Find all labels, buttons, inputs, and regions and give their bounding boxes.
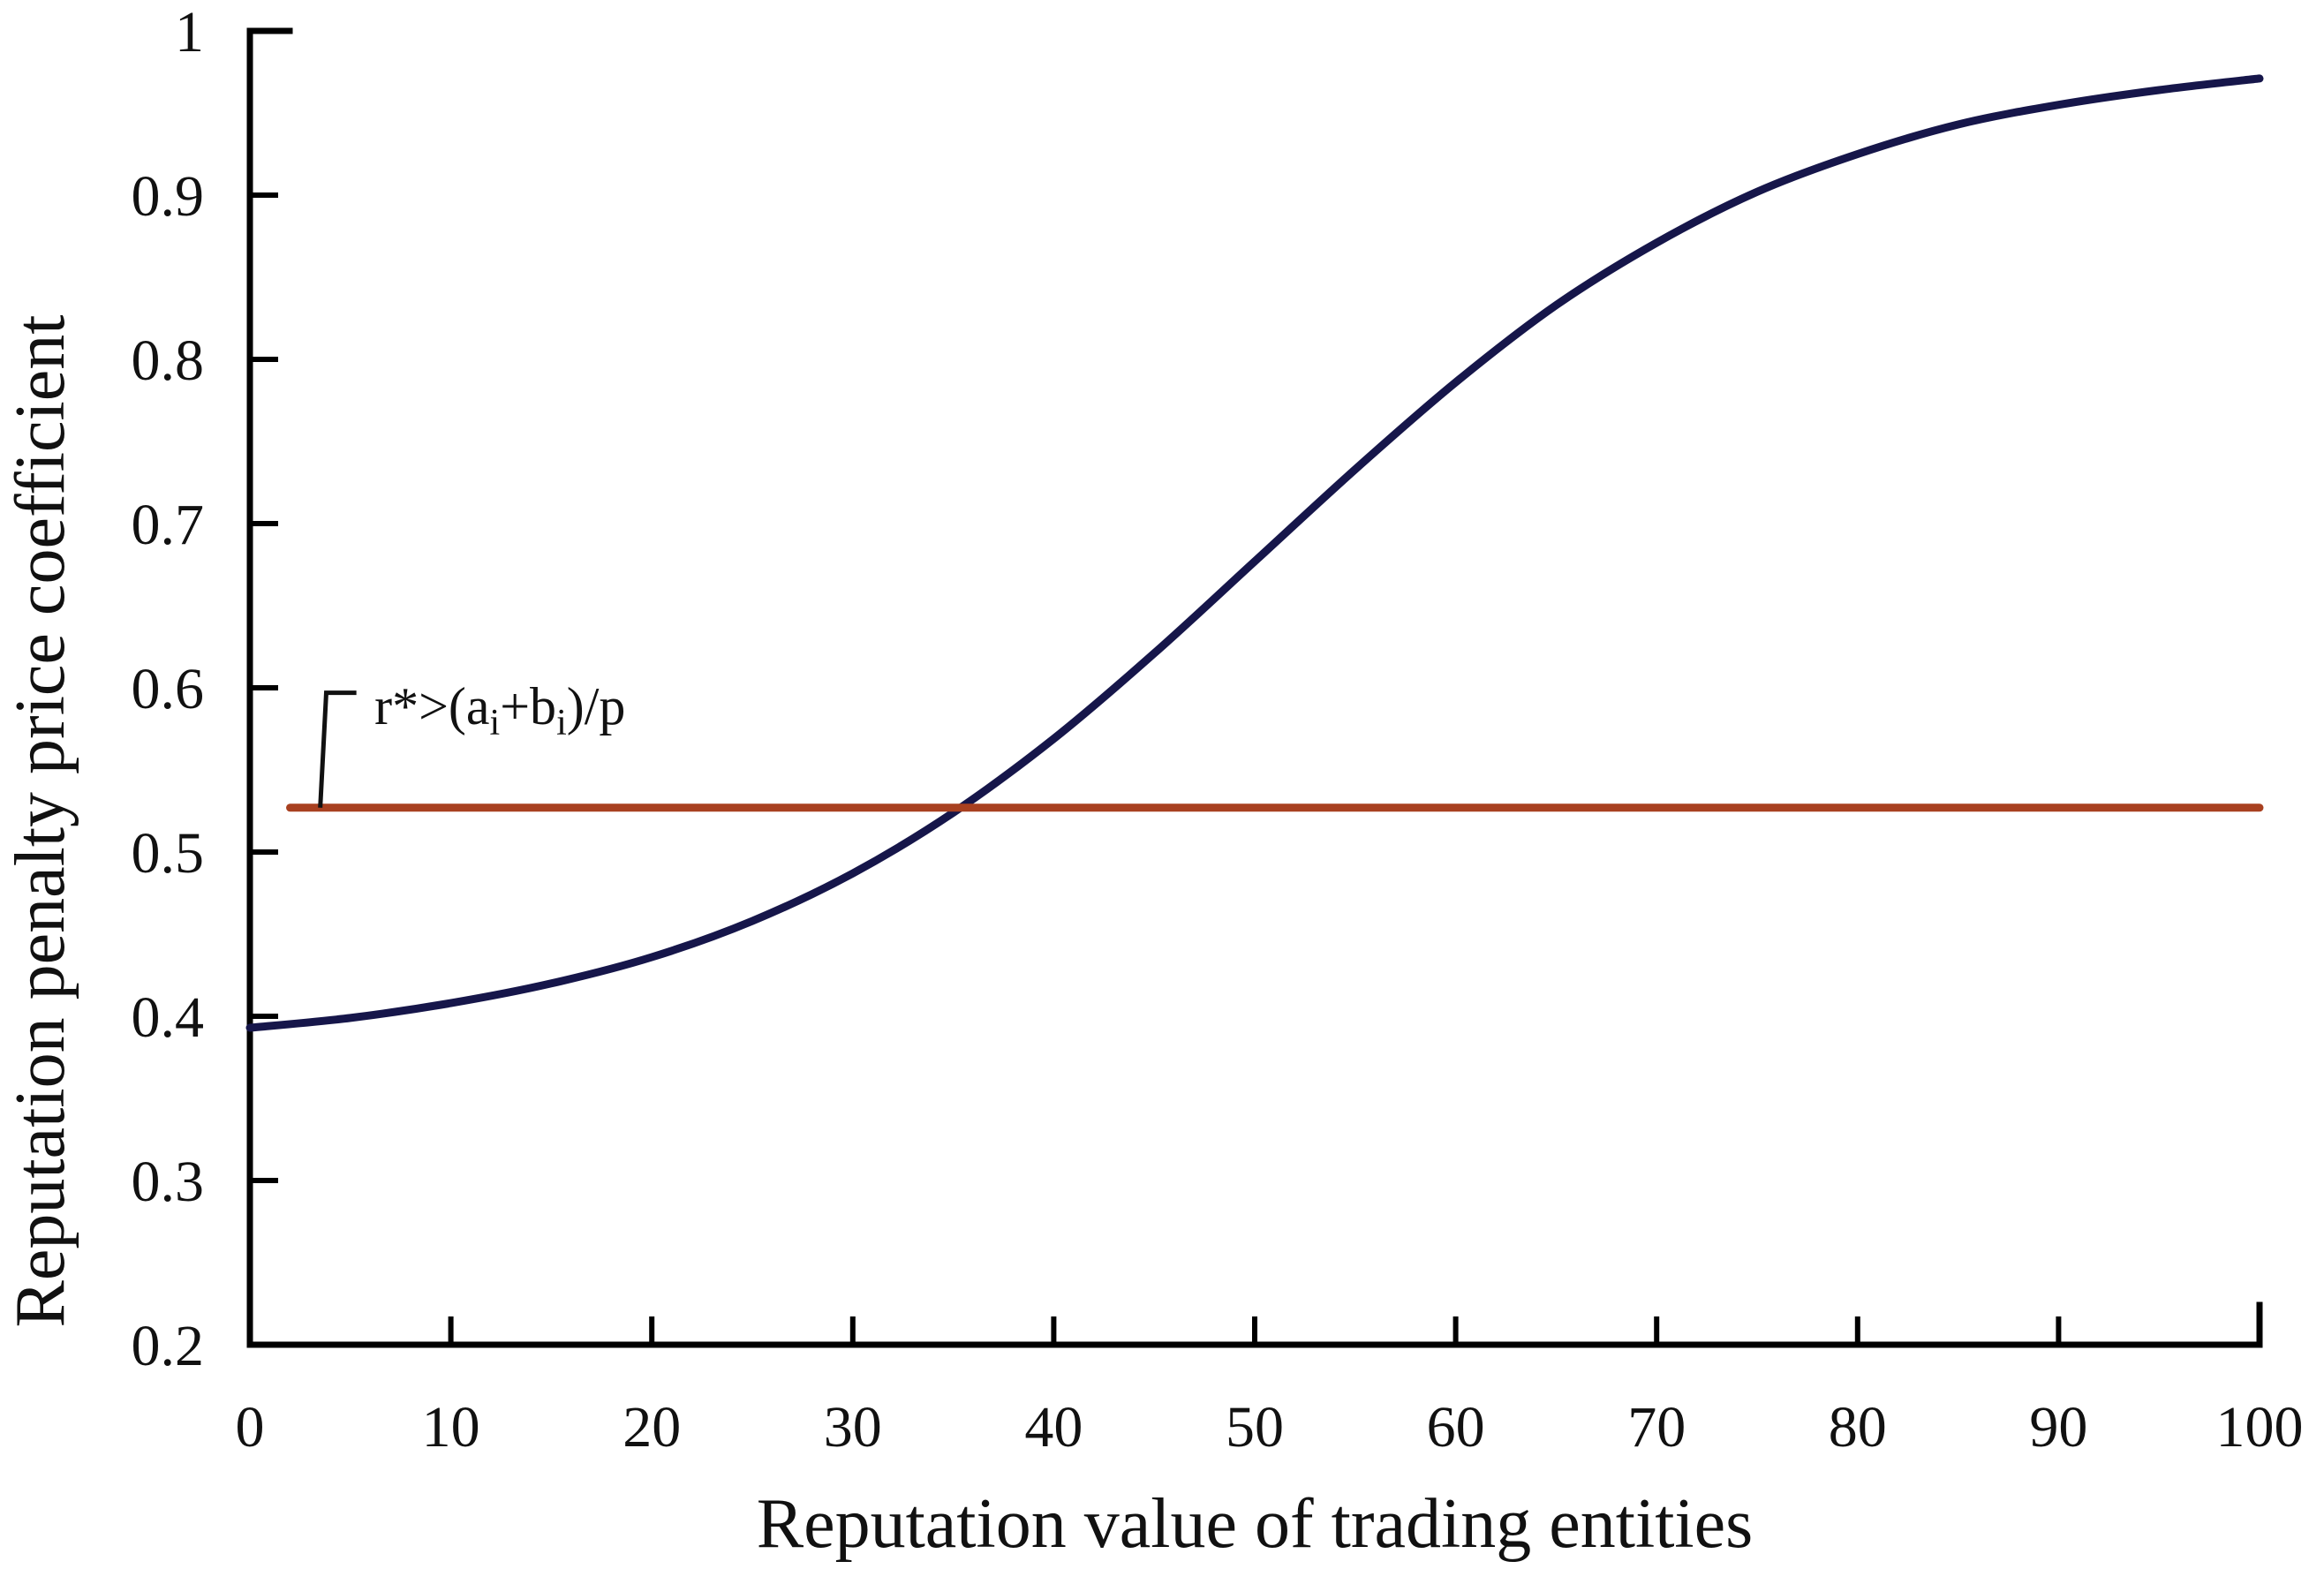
axes [246,27,2263,1348]
y-tick-label: 0.3 [132,1150,205,1214]
y-axis-tick-labels: 0.2 0.3 0.4 0.5 0.6 0.7 0.8 0.9 1 [132,0,205,1378]
y-tick-label: 0.7 [132,493,205,557]
x-tick-label: 100 [2216,1395,2304,1460]
x-axis-tick-labels: 0 10 20 30 40 50 60 70 80 90 100 [236,1395,2304,1460]
y-tick-label: 0.4 [132,985,205,1050]
x-tick-label: 70 [1627,1395,1686,1460]
x-tick-label: 80 [1829,1395,1887,1460]
x-tick-label: 60 [1427,1395,1485,1460]
y-tick-label: 0.9 [132,164,205,229]
annotation-label: r*>(ai+bi)/p [374,677,625,743]
x-tick-label: 0 [236,1395,265,1460]
x-tick-label: 40 [1024,1395,1083,1460]
series-group [245,74,2264,1032]
x-tick-label: 30 [824,1395,882,1460]
axis-ticks [247,28,2262,1347]
y-tick-label: 0.6 [132,657,205,721]
x-tick-label: 20 [622,1395,681,1460]
x-axis-title: Reputation value of trading entities [757,1485,1754,1563]
x-tick-label: 90 [2029,1395,2087,1460]
annotation-group: r*>(ai+bi)/p [318,677,625,808]
reputation-penalty-sigmoid [245,74,2264,1032]
y-tick-label: 0.8 [132,328,205,393]
x-tick-label: 50 [1226,1395,1284,1460]
y-axis-title: Reputation penalty price coefficient [2,315,79,1328]
y-tick-label: 0.5 [132,821,205,886]
y-tick-label: 0.2 [132,1314,205,1378]
x-tick-label: 10 [422,1395,480,1460]
y-tick-label: 1 [175,0,204,64]
annotation-leader-line [318,690,357,808]
